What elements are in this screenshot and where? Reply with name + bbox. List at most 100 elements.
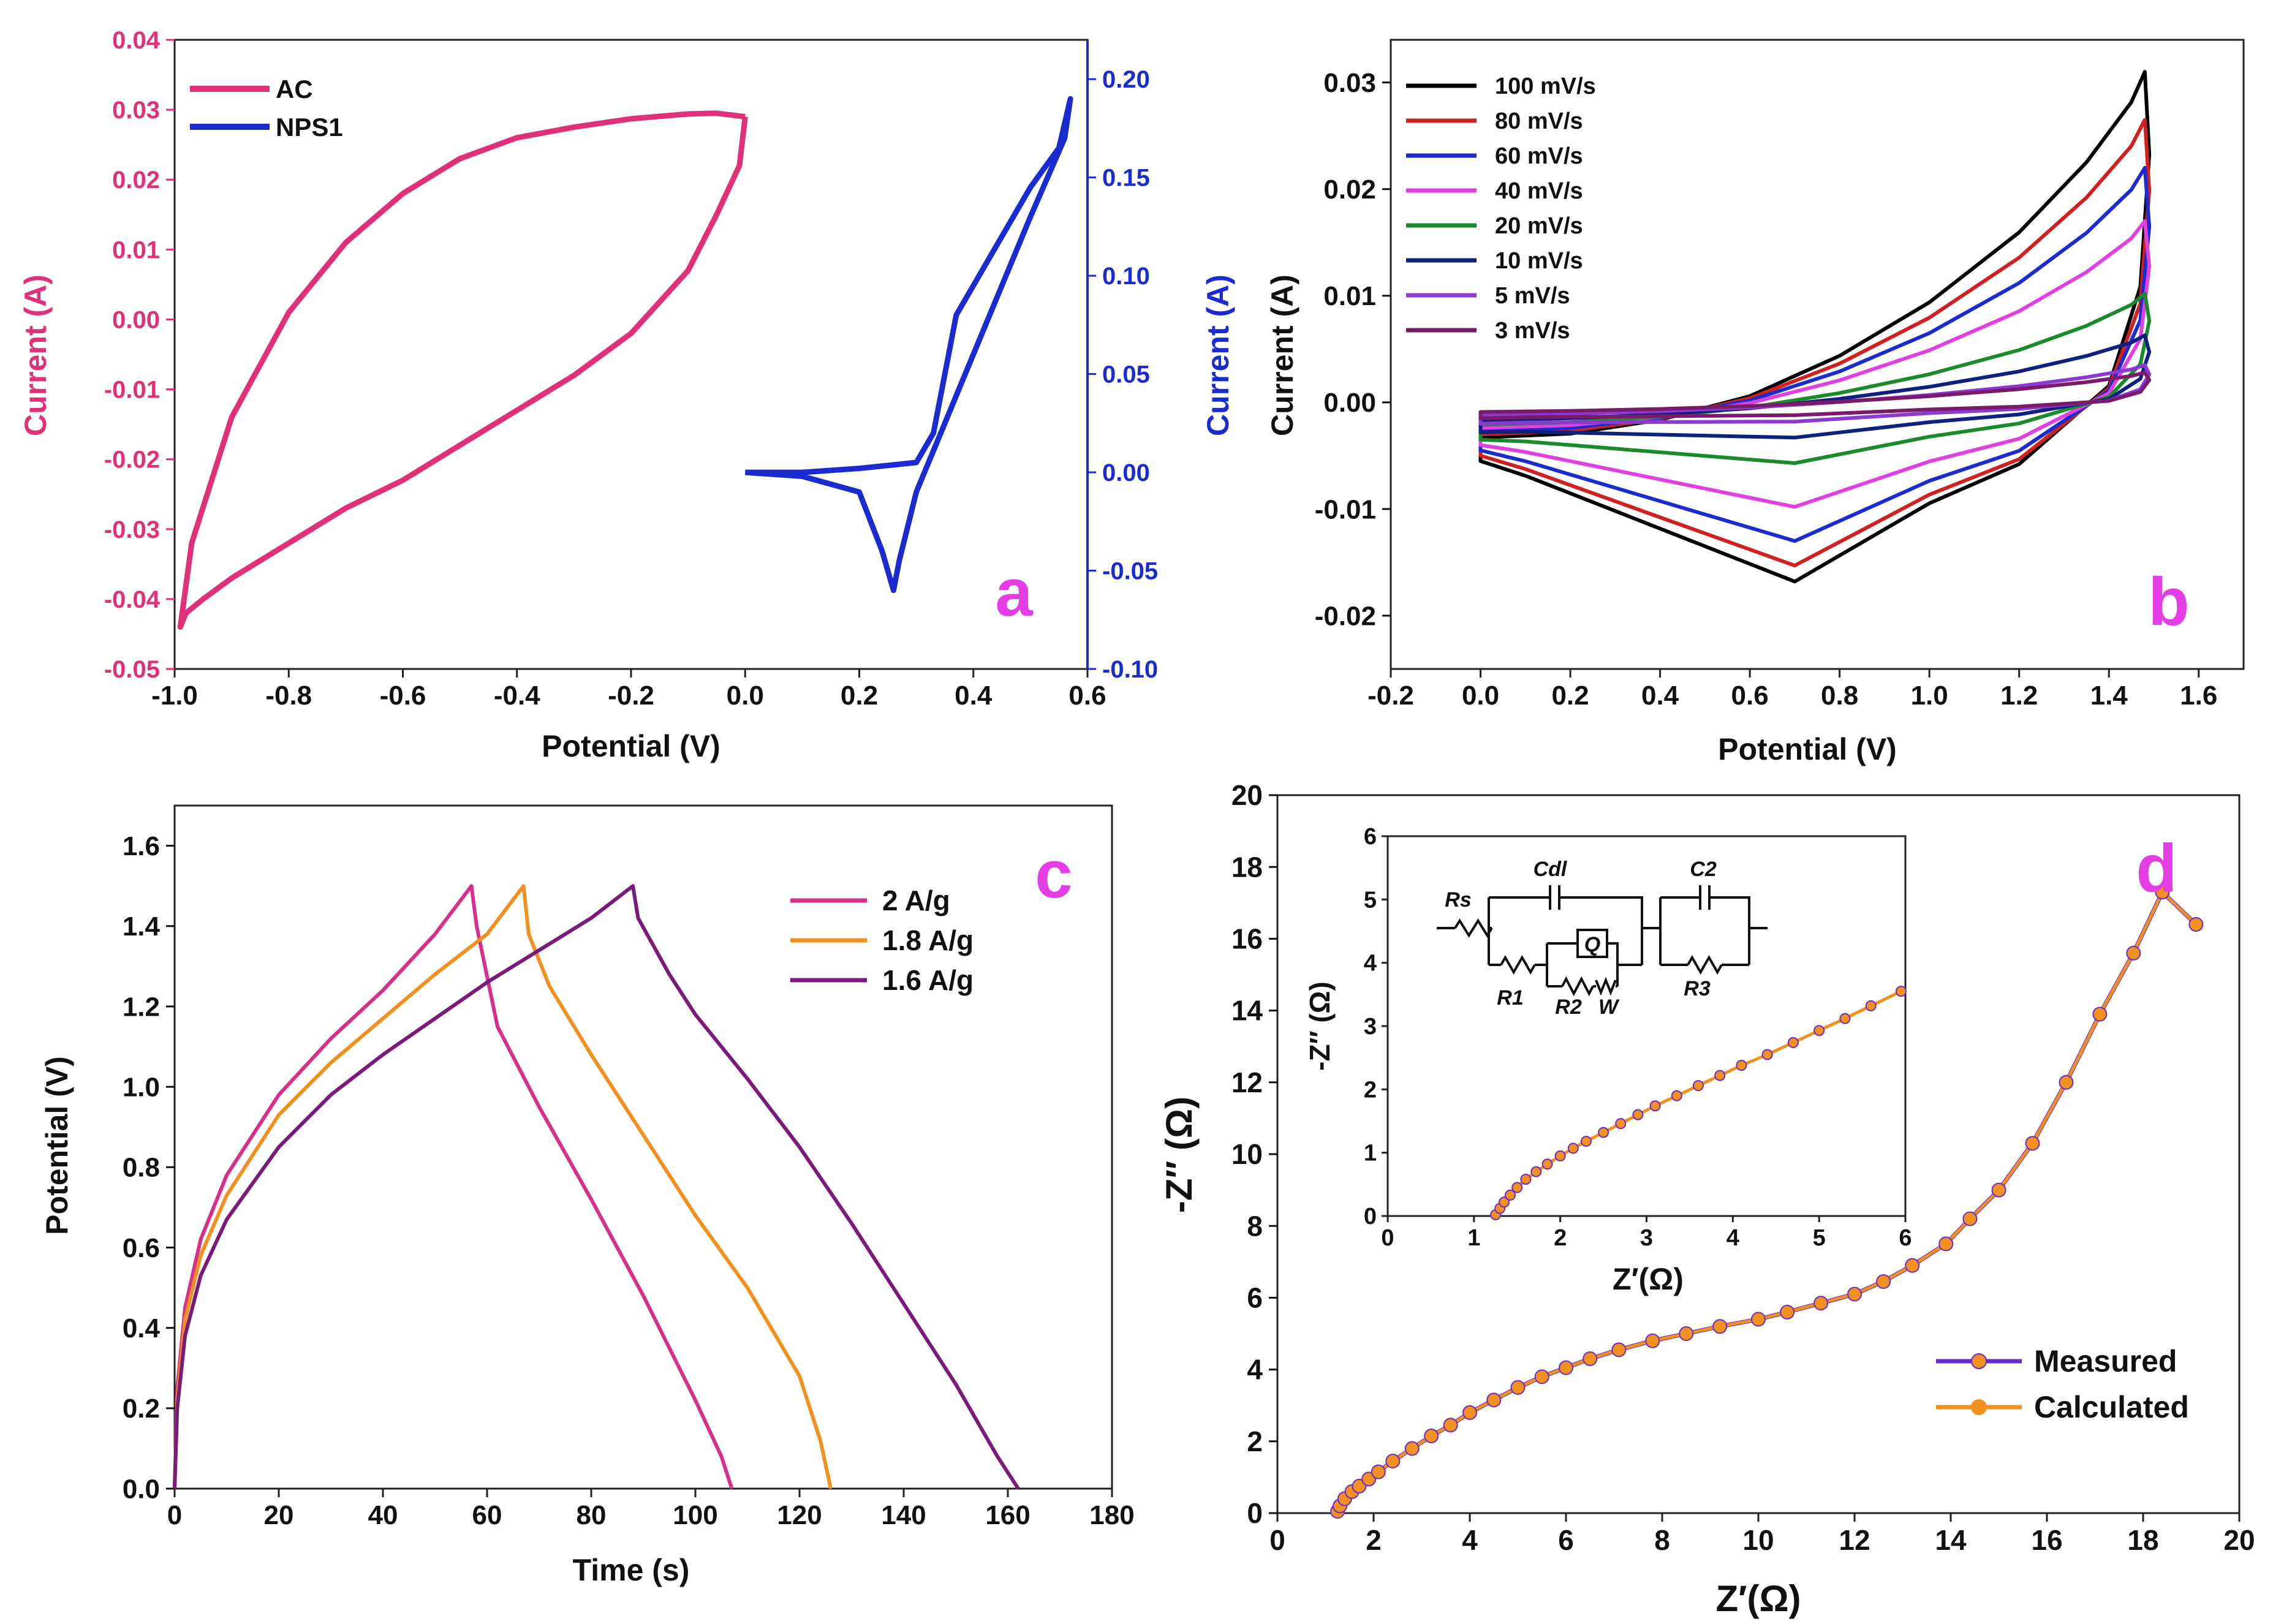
inset-data-point xyxy=(1504,1189,1516,1201)
data-point xyxy=(1876,1274,1891,1290)
y-tick-label: 0.00 xyxy=(1102,459,1150,486)
y-tick-label: 0.02 xyxy=(112,167,160,194)
legend-marker xyxy=(1971,1399,1987,1415)
data-point xyxy=(1371,1464,1386,1479)
x-tick-label: 4 xyxy=(1462,1524,1478,1556)
inset-y-tick-label: 6 xyxy=(1364,824,1377,850)
data-point xyxy=(1938,1236,1954,1252)
legend-label: 20 mV/s xyxy=(1495,213,1583,239)
data-point xyxy=(1611,1342,1627,1358)
data-point xyxy=(1424,1429,1439,1444)
data-point xyxy=(2126,945,2141,961)
inset-data-point xyxy=(1761,1049,1773,1060)
inset-data-point xyxy=(1649,1100,1661,1112)
inset-data-point xyxy=(1632,1109,1644,1120)
y-tick-label: 0.10 xyxy=(1102,263,1150,290)
y-tick-label: 14 xyxy=(1231,995,1263,1027)
inset-data-point xyxy=(1865,1000,1877,1011)
y-tick-label: 0.2 xyxy=(123,1394,160,1424)
inset-y-tick-label: 1 xyxy=(1364,1141,1377,1166)
inset-x-tick-label: 5 xyxy=(1813,1225,1826,1251)
y-tick-label: 16 xyxy=(1231,923,1263,955)
y-tick-label: 1.2 xyxy=(123,992,160,1022)
inset-data-point xyxy=(1541,1158,1553,1170)
y-tick-label: 8 xyxy=(1247,1210,1263,1242)
data-point xyxy=(1751,1312,1766,1327)
y-tick-label: 20 xyxy=(1231,779,1263,811)
x-tick-label: 140 xyxy=(881,1500,926,1530)
series-line xyxy=(173,884,1020,1490)
y-tick-label: 0.05 xyxy=(1102,361,1150,388)
y-axis-label-left: Current (A) xyxy=(18,274,53,436)
inset-data-point xyxy=(1499,1196,1510,1208)
series-line xyxy=(1478,371,2152,420)
resistor-r2 xyxy=(1561,976,1596,997)
inset-x-tick-label: 0 xyxy=(1381,1225,1394,1251)
inset-x-tick-label: 1 xyxy=(1467,1225,1480,1251)
x-tick-label: 1.6 xyxy=(2180,681,2217,711)
data-point xyxy=(1510,1380,1526,1395)
data-point xyxy=(2059,1074,2074,1090)
inset-y-tick-label: 0 xyxy=(1364,1204,1377,1229)
legend-label: 100 mV/s xyxy=(1495,74,1596,99)
data-point xyxy=(1462,1405,1477,1420)
x-tick-label: 100 xyxy=(673,1500,717,1530)
circuit-label: C2 xyxy=(1690,858,1717,881)
inset-data-point xyxy=(1554,1150,1566,1161)
x-tick-label: 1.4 xyxy=(2090,681,2128,711)
inset-data-point xyxy=(1615,1118,1627,1130)
legend-label: NPS1 xyxy=(276,113,343,142)
panel-label-c: c xyxy=(1035,837,1072,912)
inset-y-axis-label: -Z″ (Ω) xyxy=(1304,981,1336,1071)
x-tick-label: 120 xyxy=(777,1500,822,1530)
inset-x-tick-label: 2 xyxy=(1554,1225,1567,1251)
data-point xyxy=(1443,1418,1458,1433)
inset-data-point xyxy=(1598,1127,1609,1138)
x-tick-label: 180 xyxy=(1089,1500,1134,1530)
legend-marker xyxy=(1971,1353,1987,1369)
y-axis-label-right: Current (A) xyxy=(1201,274,1235,436)
data-point xyxy=(1486,1392,1502,1408)
y-tick-label: 0.00 xyxy=(1323,388,1376,418)
data-point xyxy=(1645,1333,1660,1348)
legend-label: 3 mV/s xyxy=(1495,318,1570,344)
x-tick-label: 60 xyxy=(472,1500,502,1530)
circuit-label: R2 xyxy=(1555,995,1582,1019)
data-point xyxy=(1905,1258,1920,1273)
inset-y-tick-label: 2 xyxy=(1364,1077,1377,1103)
y-tick-label: 0.04 xyxy=(112,27,161,54)
inset-y-tick-label: 4 xyxy=(1364,951,1377,976)
y-tick-label: 0.02 xyxy=(1323,175,1376,205)
circuit-wire xyxy=(1535,942,1619,988)
inset-data-point xyxy=(1511,1182,1523,1193)
x-tick-label: 160 xyxy=(985,1500,1030,1530)
x-axis-label: Potential (V) xyxy=(1718,732,1897,766)
warburg-w xyxy=(1595,964,1642,996)
legend-label: 60 mV/s xyxy=(1495,143,1583,169)
y-tick-label: 6 xyxy=(1247,1282,1263,1314)
x-tick-label: 0.2 xyxy=(841,681,878,711)
inset-plot: 0 1 2 3 4 5 6 0 1 2 3 4 5 6 Z′(Ω) -Z″ (Ω) Rs Cdl Q C2 R1 R2 W R… xyxy=(1304,824,1912,1296)
inset-data-point xyxy=(1530,1166,1542,1177)
inset-data-point xyxy=(1520,1174,1532,1185)
y-tick-label: 1.4 xyxy=(123,912,161,942)
data-point xyxy=(1712,1319,1728,1334)
legend-label: 40 mV/s xyxy=(1495,178,1583,204)
y-axis-label: Potential (V) xyxy=(40,1056,74,1235)
inset-y-tick-label: 5 xyxy=(1364,887,1377,913)
equivalent-circuit xyxy=(1437,885,1768,997)
inset-x-axis-label: Z′(Ω) xyxy=(1613,1262,1684,1296)
y-tick-label: 0.00 xyxy=(112,306,160,333)
x-tick-label: 0.4 xyxy=(955,681,993,711)
data-point xyxy=(1534,1369,1549,1384)
y-tick-label: 0.8 xyxy=(123,1153,160,1183)
y-tick-label: 0.03 xyxy=(1323,68,1376,98)
inset-x-tick-label: 4 xyxy=(1726,1225,1739,1251)
data-point xyxy=(2155,885,2170,900)
series-line xyxy=(173,884,734,1489)
y-tick-label: 1.6 xyxy=(123,831,160,861)
legend-label: AC xyxy=(276,75,313,104)
x-axis-label: Potential (V) xyxy=(542,729,720,763)
inset-data-point xyxy=(1714,1070,1726,1081)
